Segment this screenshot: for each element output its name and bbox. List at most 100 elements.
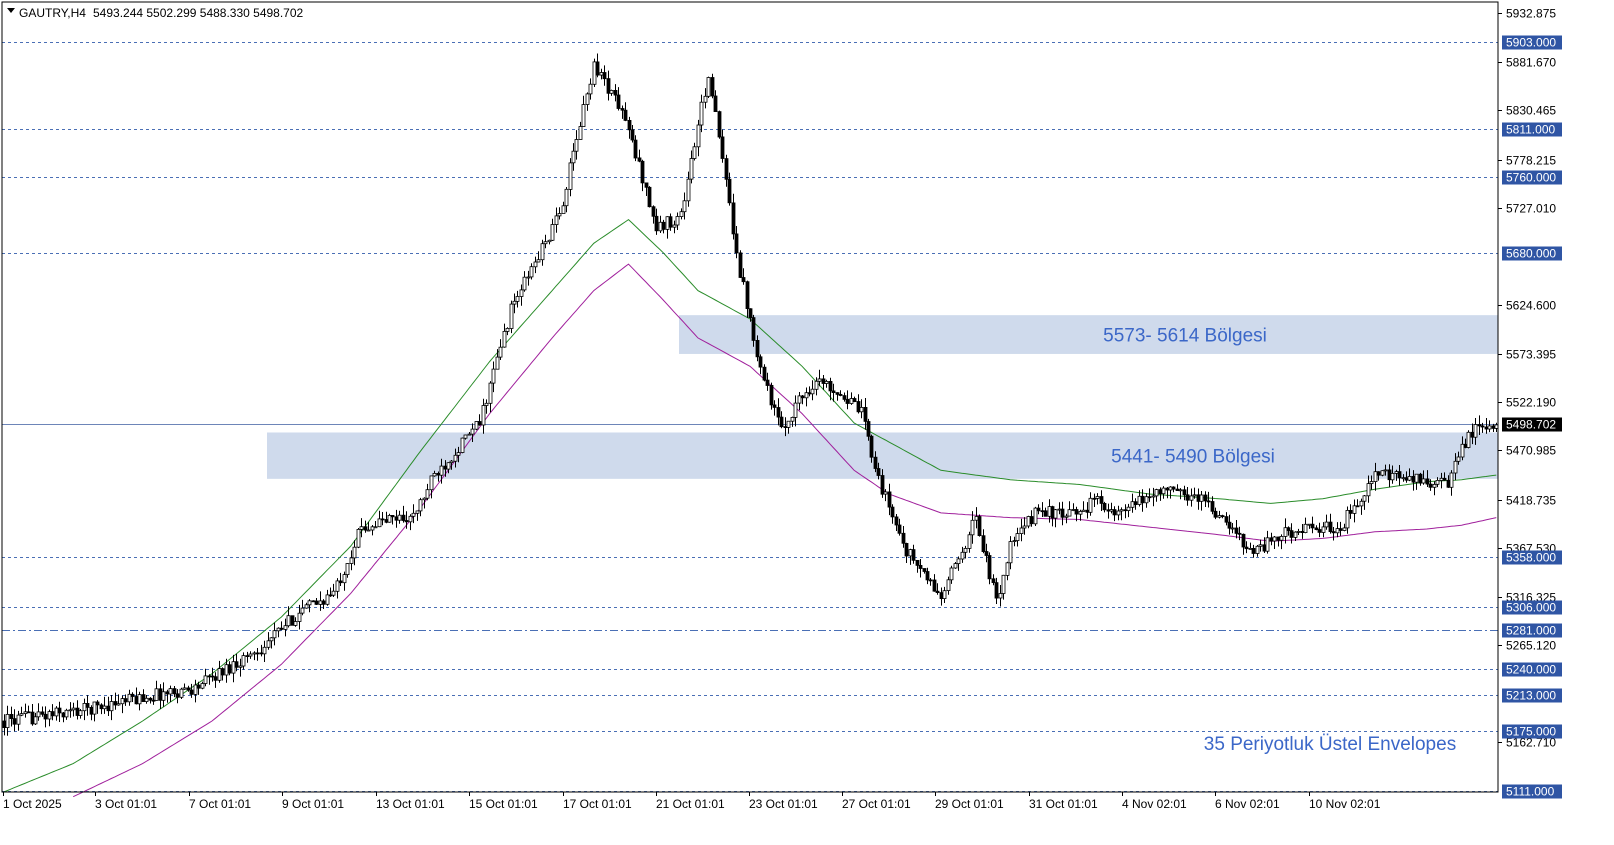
- time-tick-label-2: 7 Oct 01:01: [189, 797, 251, 811]
- level-tags: 5903.000 5811.000 5760.000 5680.000 5358.000…: [1502, 35, 1562, 799]
- candle-body-346: [1203, 494, 1208, 502]
- candle-body-148: [515, 296, 520, 302]
- candle-body-126: [439, 465, 444, 476]
- candle-body-94: [328, 594, 333, 597]
- level-tag-label-9: 5175.000: [1506, 725, 1556, 739]
- level-tag-label-5: 5306.000: [1506, 601, 1556, 615]
- candle-body-47: [165, 691, 170, 695]
- candle-body-235: [817, 378, 822, 382]
- candle-body-185: [644, 182, 649, 188]
- candle-body-256: [890, 506, 895, 518]
- candle-body-36: [127, 693, 132, 703]
- candle-body-302: [1050, 506, 1055, 519]
- candle-body-389: [1352, 505, 1357, 514]
- candle-body-190: [661, 221, 666, 230]
- candle-body-219: [762, 366, 767, 381]
- candle-body-287: [998, 593, 1003, 599]
- candle-body-120: [418, 499, 423, 512]
- candle-body-55: [193, 684, 198, 695]
- candle-body-260: [904, 543, 909, 557]
- last-price-tag: [1502, 417, 1562, 432]
- candle-body-42: [148, 697, 153, 701]
- candle-body-53: [186, 687, 191, 691]
- level-tag-10: [1502, 784, 1562, 799]
- candle-body-269: [935, 590, 940, 594]
- candle-body-3: [12, 718, 17, 725]
- candle-body-415: [1442, 477, 1447, 481]
- candle-body-244: [849, 398, 854, 404]
- candle-body-162: [564, 188, 569, 207]
- candle-body-303: [1053, 509, 1058, 519]
- candle-body-336: [1168, 486, 1173, 491]
- candle-body-64: [224, 664, 229, 676]
- candle-body-197: [686, 178, 691, 202]
- candle-body-293: [1019, 527, 1024, 534]
- candle-body-96: [335, 580, 340, 592]
- candle-body-192: [668, 216, 673, 228]
- candle-body-307: [1067, 509, 1072, 517]
- candle-body-119: [415, 510, 420, 514]
- candle-body-0: [2, 720, 7, 728]
- candle-body-188: [654, 215, 659, 232]
- candle-body-25: [89, 707, 94, 715]
- candle-body-386: [1342, 527, 1347, 531]
- candle-body-270: [939, 592, 944, 599]
- candle-body-100: [349, 557, 354, 564]
- candle-body-206: [717, 111, 722, 138]
- candle-body-152: [529, 266, 534, 278]
- candle-body-214: [745, 281, 750, 310]
- candle-body-48: [168, 688, 173, 695]
- candle-body-114: [397, 514, 402, 521]
- price-tick-label-0: 5932.875: [1506, 7, 1556, 21]
- candles-layer: [2, 53, 1499, 736]
- candle-body-357: [1241, 533, 1246, 548]
- level-tag-9: [1502, 724, 1562, 739]
- candle-body-146: [509, 303, 514, 329]
- candle-body-347: [1206, 500, 1211, 503]
- candle-body-424: [1473, 424, 1478, 438]
- price-tick-label-8: 5470.985: [1506, 444, 1556, 458]
- candle-body-106: [370, 526, 375, 531]
- candle-body-247: [859, 406, 864, 413]
- candle-body-66: [231, 661, 236, 674]
- candle-body-284: [987, 555, 992, 580]
- candle-body-272: [946, 579, 951, 591]
- candle-body-271: [942, 590, 947, 600]
- level-tag-6: [1502, 623, 1562, 638]
- level-tag-label-4: 5358.000: [1506, 551, 1556, 565]
- candle-body-139: [484, 402, 489, 406]
- candle-body-338: [1175, 488, 1180, 492]
- candle-body-13: [47, 711, 52, 720]
- candle-body-102: [356, 529, 361, 548]
- candle-body-93: [325, 594, 330, 605]
- candle-body-402: [1397, 471, 1402, 479]
- price-tick-label-6: 5573.395: [1506, 348, 1556, 362]
- candle-body-137: [477, 421, 482, 426]
- candle-body-27: [95, 701, 100, 706]
- candle-body-123: [429, 475, 434, 491]
- candle-body-319: [1109, 509, 1114, 512]
- candle-body-205: [713, 95, 718, 113]
- candle-body-278: [967, 534, 972, 549]
- candle-body-199: [692, 146, 697, 159]
- candle-body-75: [262, 646, 267, 655]
- level-tag-8: [1502, 688, 1562, 703]
- candle-body-414: [1439, 477, 1444, 481]
- candle-body-374: [1300, 531, 1305, 534]
- candle-body-375: [1303, 523, 1308, 533]
- candle-body-181: [630, 129, 635, 141]
- candle-body-46: [161, 691, 166, 701]
- candle-body-5: [19, 713, 24, 716]
- candle-body-428: [1487, 425, 1492, 430]
- dropdown-arrow-icon[interactable]: [7, 8, 15, 13]
- candle-body-275: [956, 558, 961, 565]
- candle-body-392: [1362, 495, 1367, 502]
- candle-body-232: [807, 392, 812, 395]
- candle-body-276: [960, 551, 965, 560]
- candle-body-169: [588, 83, 593, 95]
- candle-body-288: [1001, 574, 1006, 594]
- candle-body-23: [82, 703, 87, 712]
- candle-body-419: [1456, 456, 1461, 462]
- candle-body-1: [5, 714, 10, 729]
